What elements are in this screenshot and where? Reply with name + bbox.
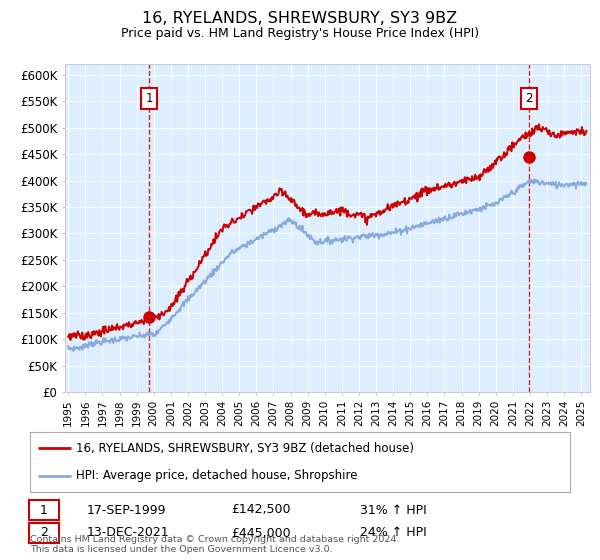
Text: HPI: Average price, detached house, Shropshire: HPI: Average price, detached house, Shro… (76, 469, 358, 482)
Text: Contains HM Land Registry data © Crown copyright and database right 2024.
This d: Contains HM Land Registry data © Crown c… (30, 535, 400, 554)
Text: 1: 1 (145, 92, 152, 105)
Text: £445,000: £445,000 (231, 526, 290, 539)
Text: 16, RYELANDS, SHREWSBURY, SY3 9BZ: 16, RYELANDS, SHREWSBURY, SY3 9BZ (142, 11, 458, 26)
Text: 16, RYELANDS, SHREWSBURY, SY3 9BZ (detached house): 16, RYELANDS, SHREWSBURY, SY3 9BZ (detac… (76, 442, 414, 455)
Text: 1: 1 (40, 503, 48, 516)
Text: 2: 2 (40, 526, 48, 539)
Text: £142,500: £142,500 (231, 503, 290, 516)
Text: 13-DEC-2021: 13-DEC-2021 (87, 526, 170, 539)
Text: 31% ↑ HPI: 31% ↑ HPI (360, 503, 427, 516)
Text: 2: 2 (526, 92, 533, 105)
Text: Price paid vs. HM Land Registry's House Price Index (HPI): Price paid vs. HM Land Registry's House … (121, 27, 479, 40)
Text: 24% ↑ HPI: 24% ↑ HPI (360, 526, 427, 539)
Text: 17-SEP-1999: 17-SEP-1999 (87, 503, 167, 516)
